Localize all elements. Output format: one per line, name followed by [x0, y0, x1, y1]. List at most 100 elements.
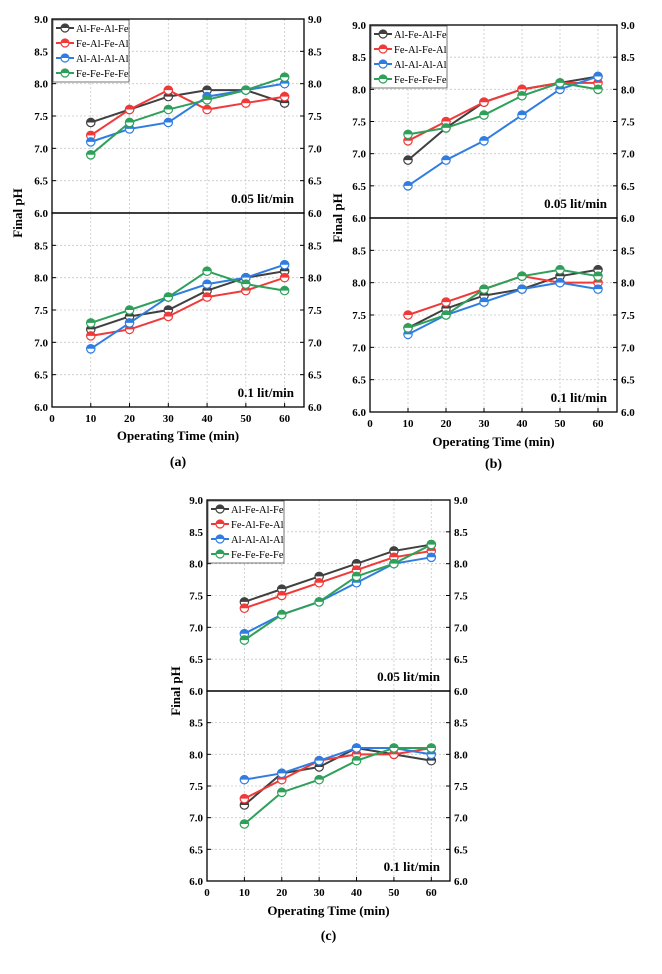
legend-marker-fill: [379, 60, 387, 64]
marker-fill: [240, 819, 249, 824]
data-point: [279, 285, 290, 296]
y-tick-label-left: 7.5: [352, 117, 366, 129]
x-tick-label: 20: [124, 413, 136, 425]
marker-fill: [277, 591, 286, 596]
y-tick-label-left: 9.0: [352, 20, 366, 32]
data-point: [555, 78, 565, 88]
legend-marker-fill: [216, 505, 224, 509]
data-point: [241, 98, 251, 108]
y-tick-label-left: 6.0: [34, 208, 48, 220]
y-tick-label-right: 7.5: [308, 305, 322, 317]
marker-fill: [441, 155, 451, 161]
y-tick-label-left: 6.5: [189, 654, 203, 666]
data-point: [163, 117, 174, 128]
y-tick-label-right: 8.5: [621, 245, 635, 257]
marker-fill: [86, 131, 95, 136]
data-point: [85, 137, 96, 147]
data-point: [426, 743, 437, 753]
marker-fill: [479, 297, 489, 303]
data-point: [239, 603, 250, 614]
data-point: [239, 793, 250, 804]
flow-rate-annotation: 0.05 lit/min: [377, 669, 441, 684]
legend-marker-fill: [216, 520, 224, 524]
chart-panel-a: 6.0 6.0 6.5 6.5 7.0 7.0 7.5 7.5 8.0 8.0 8.5 8.5 9.0 9…: [10, 14, 322, 470]
y-tick-label-left: 7.0: [34, 337, 48, 349]
marker-fill: [202, 105, 212, 110]
y-tick-label-left: 7.0: [34, 143, 48, 155]
data-point: [593, 284, 603, 294]
y-tick-label-left: 7.5: [34, 111, 48, 123]
y-tick-label-right: 8.0: [454, 559, 468, 571]
marker-fill: [389, 559, 399, 564]
data-point: [403, 181, 413, 191]
series-line-al-al-al-al: [407, 281, 599, 336]
data-point: [239, 819, 250, 829]
x-tick-label: 50: [388, 887, 400, 899]
data-point: [85, 343, 96, 354]
marker-fill: [86, 118, 95, 123]
marker-fill: [125, 118, 134, 123]
series-line-fe-fe-fe-fe: [90, 270, 285, 324]
y-tick-label-left: 8.0: [34, 79, 48, 91]
data-point: [202, 266, 212, 276]
data-point: [279, 272, 290, 283]
x-tick-label: 30: [479, 418, 491, 430]
subplot-upper: 6.0 6.0 6.5 6.5 7.0 7.0 7.5 7.5 8.0 8.0 8.5 8.5 9.0 9…: [352, 20, 635, 225]
marker-fill: [441, 117, 451, 122]
x-tick-label: 60: [279, 413, 291, 425]
data-point: [517, 90, 527, 101]
data-point: [314, 597, 324, 607]
y-tick-label-right: 7.0: [454, 813, 468, 825]
data-point: [517, 284, 527, 294]
data-point: [593, 71, 603, 82]
marker-fill: [517, 272, 527, 277]
data-point: [202, 95, 212, 105]
x-tick-label: 0: [204, 887, 210, 899]
marker-fill: [240, 597, 249, 602]
marker-fill: [125, 105, 134, 110]
marker-fill: [555, 278, 565, 283]
x-tick-label: 60: [593, 418, 605, 430]
marker-fill: [240, 635, 249, 641]
marker-fill: [593, 85, 603, 90]
y-tick-label-right: 7.5: [308, 111, 322, 123]
legend-label: Fe-Fe-Fe-Fe: [231, 550, 284, 561]
legend-marker-fill: [61, 39, 69, 43]
y-tick-label-right: 8.0: [308, 79, 322, 91]
flow-rate-annotation: 0.05 lit/min: [544, 196, 608, 211]
y-tick-label-right: 8.5: [454, 527, 468, 539]
series-line-fe-fe-fe-fe: [90, 76, 285, 156]
y-axis-label: Final pH: [10, 188, 25, 238]
data-point: [163, 85, 174, 95]
data-point: [276, 768, 287, 779]
marker-fill: [314, 572, 324, 577]
data-point: [479, 136, 489, 146]
x-tick-label: 0: [367, 418, 373, 430]
legend-marker-fill: [216, 550, 224, 554]
marker-fill: [555, 78, 565, 83]
data-point: [389, 743, 399, 753]
data-point: [239, 774, 250, 785]
data-point: [314, 755, 324, 766]
marker-fill: [240, 775, 249, 780]
y-tick-label-left: 8.0: [189, 559, 203, 571]
data-point: [276, 590, 287, 601]
marker-fill: [352, 565, 361, 571]
x-tick-label: 50: [240, 413, 252, 425]
series-line-al-al-al-al: [90, 82, 285, 143]
marker-fill: [86, 344, 95, 349]
x-tick-label: 10: [85, 413, 97, 425]
data-point: [241, 279, 251, 289]
data-point: [441, 310, 451, 320]
y-tick-label-left: 9.0: [189, 495, 203, 507]
marker-fill: [164, 118, 173, 123]
marker-fill: [202, 292, 212, 298]
y-tick-label-right: 6.0: [308, 208, 322, 220]
marker-fill: [202, 279, 212, 285]
marker-fill: [593, 72, 603, 77]
y-tick-label-right: 6.0: [454, 686, 468, 698]
flow-rate-annotation: 0.1 lit/min: [384, 859, 441, 874]
data-point: [202, 85, 212, 95]
y-tick-label-left: 7.0: [189, 813, 203, 825]
legend-label: Al-Fe-Al-Fe: [231, 505, 284, 516]
